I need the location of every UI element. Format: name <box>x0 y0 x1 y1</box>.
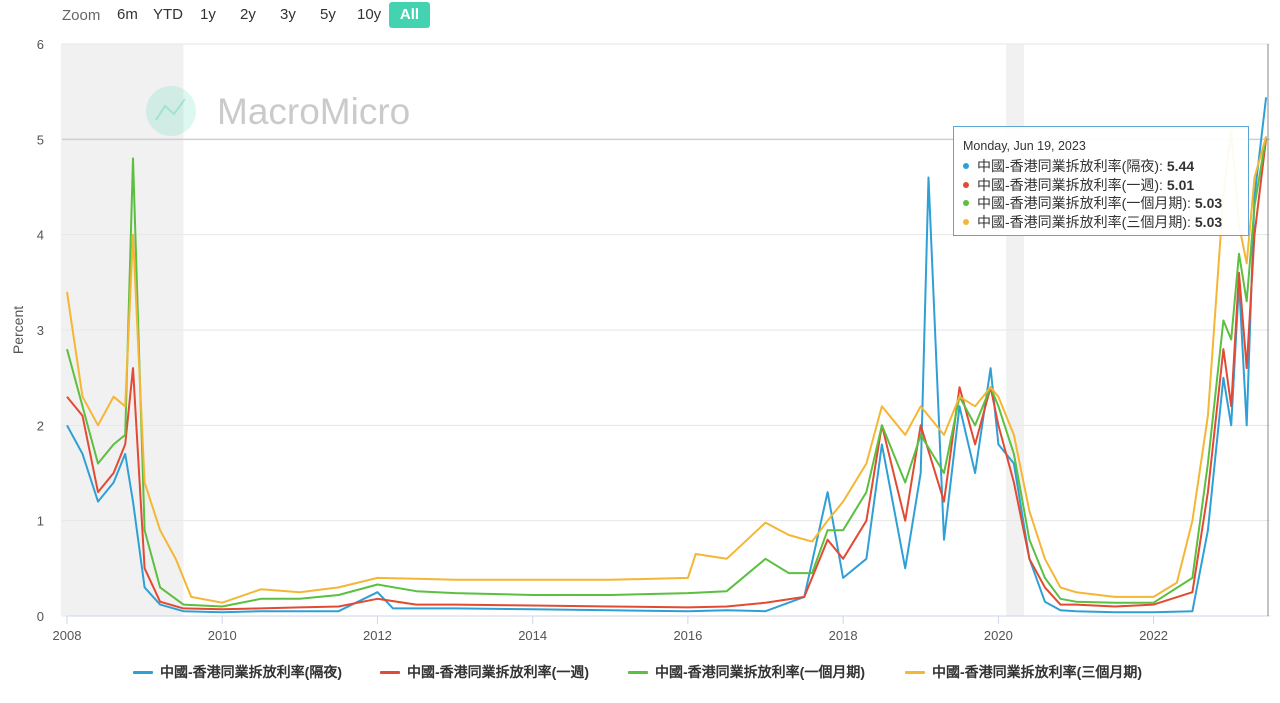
series-dot-icon <box>963 218 969 225</box>
legend-swatch-icon <box>905 670 925 674</box>
watermark-text: MacroMicro <box>217 91 410 132</box>
tooltip-row: 中國-香港同業拆放利率(一個月期): 5.03 <box>963 194 1248 213</box>
tooltip-row: 中國-香港同業拆放利率(三個月期): 5.03 <box>963 213 1248 232</box>
legend-swatch-icon <box>628 670 648 674</box>
y-tick-label: 5 <box>37 132 44 147</box>
x-tick-label: 2010 <box>208 628 237 643</box>
x-tick-label: 2012 <box>363 628 392 643</box>
y-axis-label: Percent <box>10 306 26 354</box>
series-line-3 <box>66 128 1268 604</box>
tooltip-value: 5.01 <box>1166 176 1195 193</box>
x-tick-label: 2018 <box>829 628 858 643</box>
y-tick-label: 3 <box>37 323 44 338</box>
y-tick-label: 6 <box>37 37 44 52</box>
legend-label: 中國-香港同業拆放利率(一個月期) <box>655 664 865 680</box>
series-line-0 <box>66 97 1268 614</box>
x-tick-label: 2016 <box>673 628 702 643</box>
series-line-2 <box>66 136 1268 608</box>
zoom-ytd-button[interactable]: YTD <box>153 6 183 23</box>
x-tick-label: 2022 <box>1139 628 1168 643</box>
zoom-1y-button[interactable]: 1y <box>200 6 216 23</box>
tooltip-value: 5.03 <box>1194 213 1223 230</box>
tooltip-value: 5.03 <box>1194 195 1223 212</box>
x-axis: 2008 2010 2012 2014 2016 2018 2020 2022 <box>53 615 1270 643</box>
y-axis: 0 1 2 3 4 5 6 <box>37 37 44 624</box>
legend-label: 中國-香港同業拆放利率(隔夜) <box>160 664 342 680</box>
series-lines <box>66 97 1268 614</box>
series-line-1 <box>66 138 1268 611</box>
zoom-6m-button[interactable]: 6m <box>117 6 138 23</box>
watermark-logo-mark <box>155 98 186 121</box>
legend-label: 中國-香港同業拆放利率(一週) <box>407 664 589 680</box>
legend-item-3month[interactable]: 中國-香港同業拆放利率(三個月期) <box>905 662 1142 682</box>
x-tick-label: 2020 <box>984 628 1013 643</box>
tooltip-value: 5.44 <box>1166 158 1195 175</box>
tooltip-date: Monday, Jun 19, 2023 <box>963 139 1086 153</box>
legend-swatch-icon <box>133 670 153 674</box>
watermark-logo-icon <box>146 86 196 136</box>
series-dot-icon <box>963 163 969 170</box>
legend-item-1week[interactable]: 中國-香港同業拆放利率(一週) <box>380 662 589 682</box>
legend: 中國-香港同業拆放利率(隔夜) 中國-香港同業拆放利率(一週) 中國-香港同業拆… <box>0 662 1280 686</box>
zoom-label: Zoom <box>62 7 101 24</box>
tooltip-row: 中國-香港同業拆放利率(一週): 5.01 <box>963 176 1248 195</box>
zoom-2y-button[interactable]: 2y <box>240 6 256 23</box>
tooltip-row: 中國-香港同業拆放利率(隔夜): 5.44 <box>963 157 1248 176</box>
series-dot-icon <box>963 200 969 207</box>
zoom-3y-button[interactable]: 3y <box>280 6 296 23</box>
legend-item-overnight[interactable]: 中國-香港同業拆放利率(隔夜) <box>133 662 342 682</box>
zoom-5y-button[interactable]: 5y <box>320 6 336 23</box>
tooltip: Monday, Jun 19, 2023 中國-香港同業拆放利率(隔夜): 5.… <box>953 126 1249 236</box>
legend-label: 中國-香港同業拆放利率(三個月期) <box>932 664 1142 680</box>
legend-swatch-icon <box>380 670 400 674</box>
y-tick-label: 1 <box>37 514 44 529</box>
x-tick-label: 2014 <box>518 628 547 643</box>
y-tick-label: 4 <box>37 228 44 243</box>
zoom-all-button[interactable]: All <box>389 2 430 28</box>
zoom-10y-button[interactable]: 10y <box>357 6 382 23</box>
legend-item-1month[interactable]: 中國-香港同業拆放利率(一個月期) <box>628 662 865 682</box>
watermark: MacroMicro <box>146 86 410 136</box>
tooltip-label: 中國-香港同業拆放利率(一週): <box>977 176 1163 193</box>
x-tick-label: 2008 <box>53 628 82 643</box>
tooltip-label: 中國-香港同業拆放利率(一個月期): <box>977 195 1191 212</box>
series-dot-icon <box>963 181 969 188</box>
tooltip-label: 中國-香港同業拆放利率(三個月期): <box>977 213 1191 230</box>
y-tick-label: 0 <box>37 609 44 624</box>
tooltip-label: 中國-香港同業拆放利率(隔夜): <box>977 158 1163 175</box>
y-tick-label: 2 <box>37 418 44 433</box>
